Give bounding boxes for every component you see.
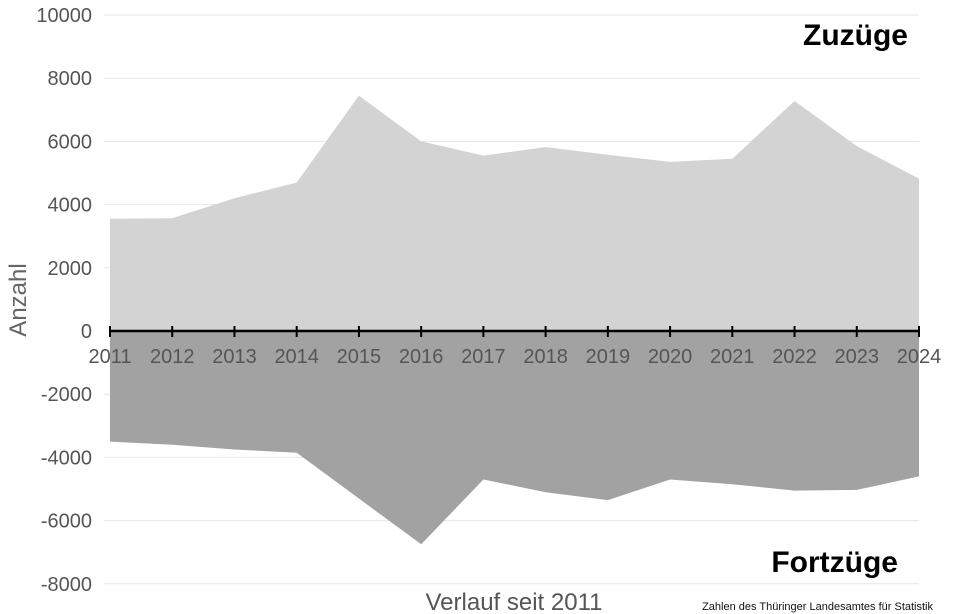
y-tick-labels: 10000 8000 6000 4000 2000 0 -2000 -4000 -6000 -80… [36,5,92,596]
x-tick-label: 2020 [648,346,693,368]
x-tick-label: 2022 [772,346,817,368]
x-tick-label: 2021 [710,346,755,368]
source-note: Zahlen des Thüringer Landesamtes für Sta… [702,601,933,613]
x-tick-label: 2011 [88,346,131,368]
x-tick-label: 2015 [337,346,382,368]
y-tick-label: -4000 [41,447,92,469]
x-axis-line [109,326,920,337]
x-tick-label: 2016 [399,346,444,368]
x-tick-labels: 2011 2012 2013 2014 2015 2016 2017 2018 2019 2020… [88,346,941,368]
x-tick-label: 2018 [523,346,568,368]
x-tick-label: 2012 [150,346,195,368]
x-tick-label: 2023 [835,346,880,368]
zuzuege-annotation: Zuzüge [803,19,908,52]
fortzuege-annotation: Fortzüge [771,546,898,579]
x-tick-label: 2013 [212,346,257,368]
x-tick-label: 2019 [586,346,631,368]
area-series [110,95,919,545]
area-series-fortzuege [110,331,919,545]
y-tick-label: 6000 [48,131,93,153]
y-tick-label: 4000 [48,195,93,217]
y-tick-label: 10000 [36,5,92,27]
y-tick-label: 8000 [48,68,93,90]
y-tick-label: 2000 [48,258,93,280]
area-series-zuzuege [110,95,919,331]
y-tick-label: -8000 [41,574,92,596]
y-tick-label: -2000 [41,384,92,406]
x-axis-label: Verlauf seit 2011 [425,589,602,614]
x-tick-label: 2024 [897,346,942,368]
y-axis-label: Anzahl [5,263,32,336]
x-tick-label: 2017 [461,346,506,368]
x-tick-label: 2014 [274,346,319,368]
y-tick-label: -6000 [41,511,92,533]
y-tick-label: 0 [81,321,92,343]
